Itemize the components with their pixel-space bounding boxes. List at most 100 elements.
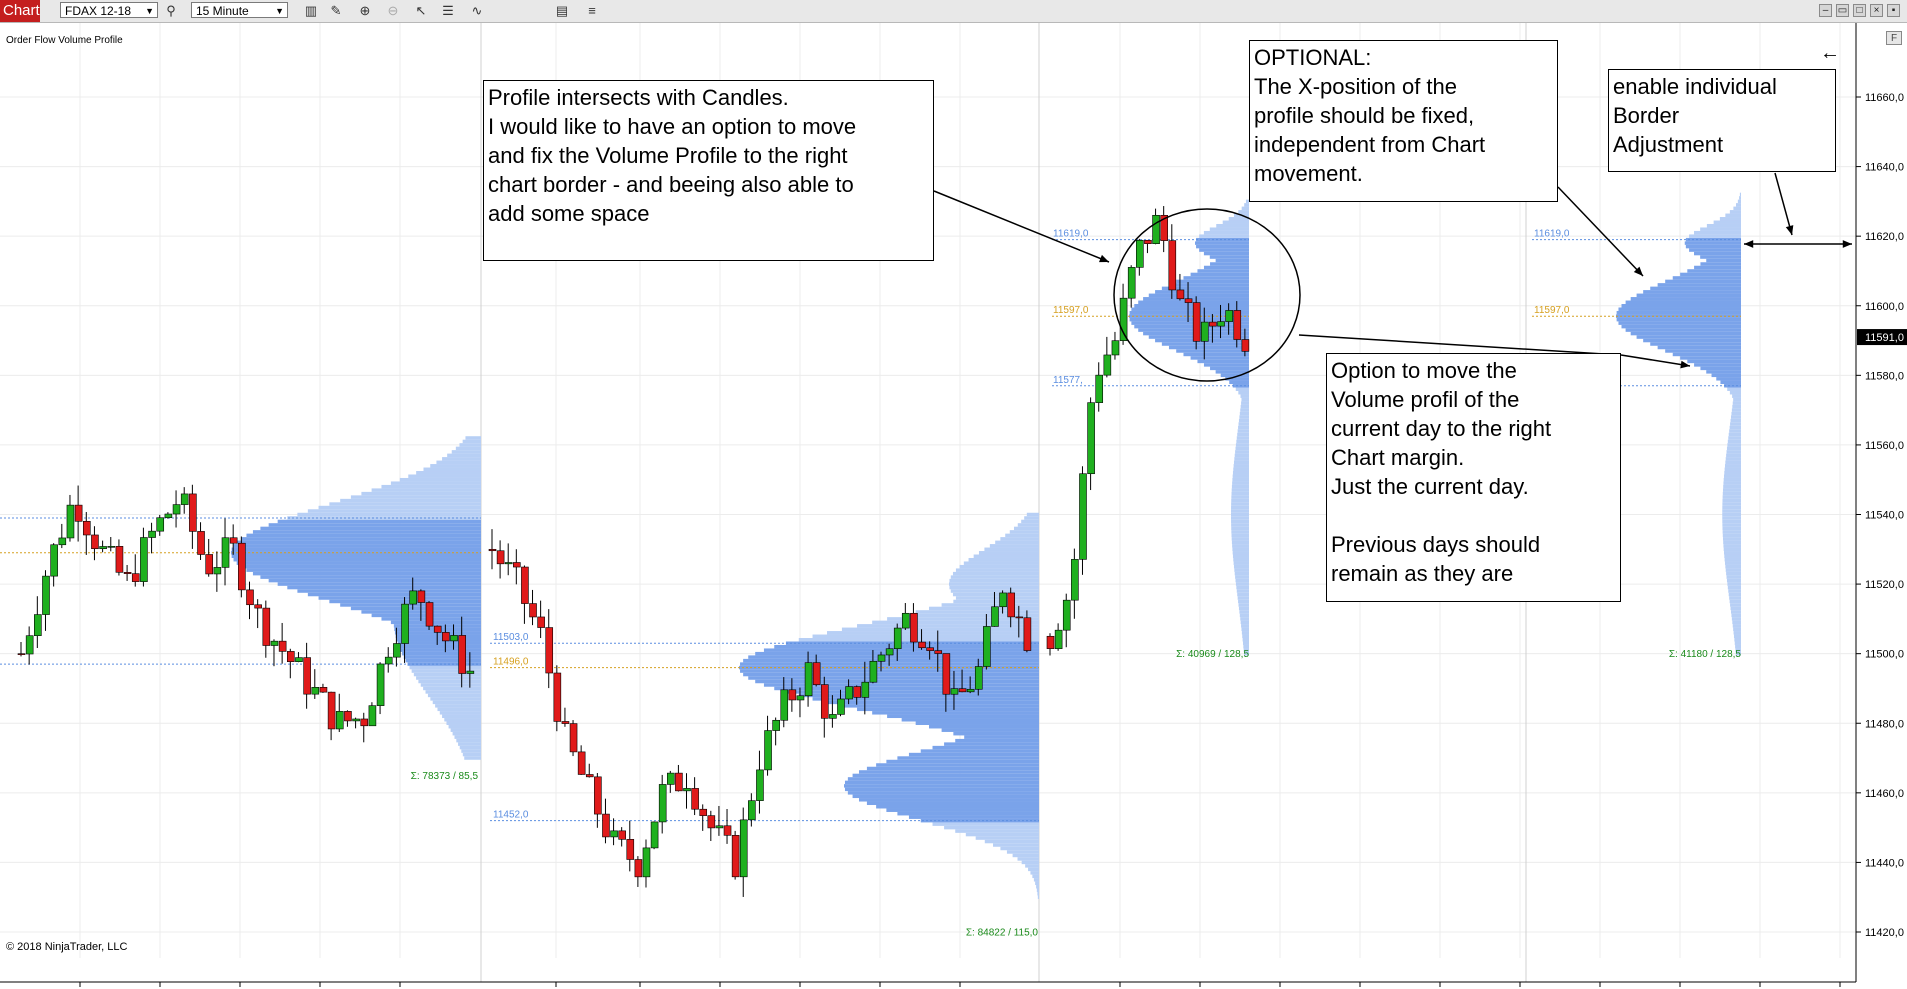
chart-toolbar: Chart FDAX 12-18 ▼ ⚲ 15 Minute ▼ ▥ ✎ ⊕ ⊖…: [0, 0, 1907, 23]
candle-down: [246, 589, 254, 606]
profile-bar-day2: [857, 707, 1039, 712]
profile-bar-day3: [1238, 418, 1249, 423]
profile-bar-day3: [1231, 502, 1249, 506]
candle-up: [504, 562, 513, 565]
profile-bar-day2: [844, 787, 1039, 792]
profile-bar-day3: [1203, 230, 1249, 235]
profile-bar-day2: [743, 658, 1039, 663]
candle-down: [1176, 289, 1185, 300]
profile-bar-day3: [1238, 425, 1249, 430]
profile-bar-day4: [1625, 328, 1741, 332]
search-icon[interactable]: ⚲: [166, 3, 176, 18]
price-chart[interactable]: 11660,0 11640,0 11620,0 11600,0 11580,0 11560…: [0, 23, 1907, 989]
profile-bar-day4: [1616, 310, 1741, 315]
profile-bar-day4: [1722, 530, 1741, 534]
profile-bar-day1: [448, 724, 481, 729]
profile-bar-day2: [858, 798, 1039, 802]
profile-bar-day4: [1727, 443, 1741, 447]
profile-bar-day3: [1134, 304, 1249, 308]
profile-bar-day1: [252, 530, 481, 534]
profile-bar-day1: [318, 505, 481, 510]
profile-bar-day2: [1021, 519, 1039, 524]
maximize-button[interactable]: □: [1853, 4, 1866, 17]
annotation-border-adjustment: enable individual Border Adjustment: [1608, 69, 1836, 172]
profile-bar-day4: [1725, 457, 1741, 461]
profile-bar-day4: [1694, 265, 1741, 270]
bar-type-icon[interactable]: ▥: [304, 3, 318, 18]
candle-down: [634, 859, 643, 878]
profile-bar-day3: [1238, 210, 1249, 214]
profile-bar-day2: [852, 794, 1039, 799]
candle-up: [642, 847, 651, 878]
profile-bar-day4: [1694, 251, 1741, 256]
profile-bar-day1: [240, 537, 481, 541]
profile-bar-day4: [1621, 304, 1741, 308]
profile-bar-day1: [447, 453, 481, 458]
candle-down: [529, 603, 537, 618]
minimize-button[interactable]: –: [1819, 4, 1832, 17]
profile-bar-day4: [1724, 471, 1741, 475]
profile-bar-day2: [1000, 537, 1039, 541]
profile-bar-day2: [887, 714, 1039, 719]
draw-pencil-icon[interactable]: ✎: [330, 3, 342, 18]
profile-bar-day3: [1210, 262, 1249, 266]
zoom-in-icon[interactable]: ⊕: [359, 3, 371, 18]
indicators-icon[interactable]: ∿: [471, 3, 483, 18]
candle-down: [958, 688, 967, 693]
profile-bar-day1: [390, 481, 481, 485]
profile-bar-day2: [968, 557, 1039, 562]
profile-bar-day2: [1009, 530, 1039, 534]
pointer-icon[interactable]: ↖: [415, 3, 427, 18]
f-button[interactable]: F: [1886, 31, 1902, 45]
profile-bar-day1: [350, 495, 481, 499]
menu-icon[interactable]: ≡: [588, 3, 596, 18]
profile-bar-day4: [1726, 571, 1741, 576]
vah-label-day2: 11503,0: [493, 632, 529, 643]
properties-icon[interactable]: ☰: [442, 3, 454, 18]
annotation-arrow: [1620, 354, 1691, 367]
profile-bar-day1: [297, 512, 481, 517]
profile-bar-day4: [1657, 345, 1741, 350]
profile-bar-day3: [1203, 363, 1249, 367]
candle-down: [1015, 616, 1024, 619]
candle-up: [666, 772, 675, 785]
candle-down: [442, 632, 450, 642]
restore-button[interactable]: ▭: [1836, 4, 1849, 17]
instrument-selector[interactable]: FDAX 12-18 ▼: [60, 2, 158, 18]
profile-bar-day3: [1225, 377, 1249, 381]
annotation-arrow: [933, 190, 1110, 263]
profile-bar-day1: [403, 655, 481, 659]
zoom-out-icon[interactable]: ⊖: [387, 3, 399, 18]
profile-bar-day3: [1238, 390, 1249, 395]
strategies-icon[interactable]: ▤: [555, 3, 569, 18]
window-title: Chart: [0, 0, 40, 22]
candle-down: [433, 625, 442, 633]
profile-bar-day3: [1233, 467, 1249, 472]
profile-bar-day3: [1231, 519, 1249, 524]
profile-bar-day3: [1235, 443, 1249, 447]
candle-up: [466, 670, 475, 674]
profile-bar-day2: [755, 679, 1039, 684]
profile-bar-day1: [450, 728, 481, 732]
profile-bar-day2: [876, 763, 1039, 767]
profile-bar-day2: [872, 711, 1039, 715]
candle-up: [107, 546, 116, 548]
profile-bar-day4: [1700, 262, 1741, 266]
candle-down: [626, 839, 635, 860]
profile-bar-day4: [1722, 488, 1741, 492]
settings-button[interactable]: ▪: [1887, 4, 1900, 17]
annotation-arrow-head: [1099, 254, 1109, 263]
profile-bar-day4: [1727, 439, 1741, 444]
candle-up: [1054, 629, 1063, 649]
profile-bar-day2: [1006, 850, 1039, 854]
interval-selector[interactable]: 15 Minute ▼: [191, 2, 288, 18]
poc-label-day4: 11597,0: [1534, 305, 1570, 316]
profile-bar-day2: [1036, 885, 1039, 889]
close-icon[interactable]: ×: [1870, 4, 1883, 17]
candle-up: [902, 612, 910, 629]
profile-bar-day4: [1730, 606, 1741, 611]
profile-bar-day1: [390, 620, 481, 625]
profile-bar-day4: [1618, 321, 1741, 325]
profile-bar-day4: [1650, 342, 1741, 346]
profile-bar-day3: [1237, 429, 1249, 433]
